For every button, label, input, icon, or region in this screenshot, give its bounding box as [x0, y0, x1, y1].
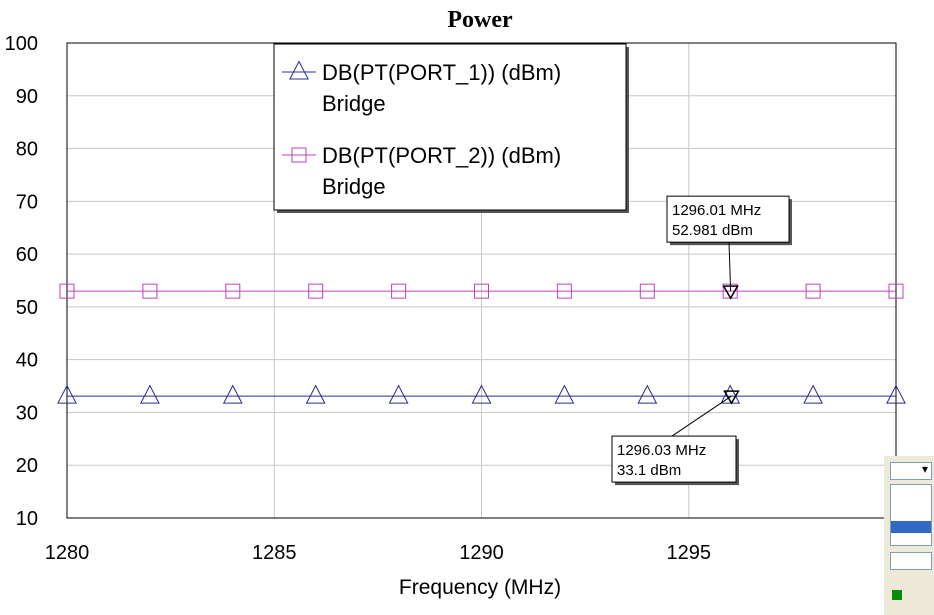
- legend-swatch-marker: [289, 60, 309, 80]
- status-indicator-icon: [892, 590, 902, 600]
- annotation-line2: 33.1 dBm: [617, 462, 681, 479]
- marker-annotation-2: 1296.03 MHz 33.1 dBm: [611, 390, 740, 486]
- marker-icon: [723, 390, 740, 405]
- series-layer: [57, 283, 906, 404]
- series-point: [554, 384, 575, 404]
- series-point: [805, 283, 821, 299]
- annotation-leader: [728, 242, 732, 292]
- y-tick-label: 10: [16, 508, 38, 530]
- series-point: [57, 384, 77, 404]
- x-tick-label: 1295: [667, 542, 712, 564]
- y-tick-label: 30: [16, 402, 38, 424]
- annotation-box: [611, 435, 737, 483]
- x-axis-ticks: 12801285129012951: [45, 542, 902, 564]
- y-tick-label: 40: [16, 350, 38, 372]
- legend-entry-1[interactable]: DB(PT(PORT_1)) (dBm) Bridge: [282, 60, 561, 116]
- annotation-leader: [671, 395, 732, 437]
- series-2: [59, 283, 904, 299]
- series-point: [556, 283, 572, 299]
- series-point: [391, 283, 407, 299]
- y-tick-label: 70: [16, 191, 38, 213]
- marker-icon: [722, 285, 739, 300]
- side-list[interactable]: [890, 484, 932, 546]
- marker-annotations: 1296.01 MHz 52.981 dBm 1296.03 MHz 33.1 dBm: [611, 195, 792, 486]
- marker-annotation-1: 1296.01 MHz 52.981 dBm: [666, 195, 792, 300]
- series-point: [471, 384, 492, 404]
- x-tick-label: 1285: [252, 542, 297, 564]
- series-point: [225, 283, 241, 299]
- series-point: [142, 283, 158, 299]
- y-tick-label: 100: [5, 33, 38, 55]
- legend-series-subtitle: Bridge: [322, 174, 386, 199]
- series-point: [888, 283, 904, 299]
- x-tick-label: 1290: [459, 542, 504, 564]
- x-tick-label: 1280: [45, 542, 90, 564]
- annotation-line1: 1296.01 MHz: [672, 202, 761, 219]
- x-axis-label: Frequency (MHz): [399, 576, 561, 599]
- plot-frame: [66, 42, 897, 519]
- y-tick-label: 50: [16, 297, 38, 319]
- y-tick-label: 80: [16, 139, 38, 161]
- legend-series-name: DB(PT(PORT_1)) (dBm): [322, 60, 561, 85]
- series-point: [886, 384, 906, 404]
- y-axis-ticks: 100 90 80 70 60 50 40 30 20 10: [5, 33, 38, 530]
- annotation-line2: 52.981 dBm: [672, 222, 753, 239]
- grid-lines: [67, 43, 896, 518]
- series-point: [637, 384, 658, 404]
- y-tick-label: 60: [16, 244, 38, 266]
- y-tick-label: 90: [16, 86, 38, 108]
- series-point: [474, 283, 489, 299]
- legend-swatch-marker: [291, 147, 307, 163]
- annotation-line1: 1296.03 MHz: [617, 442, 706, 459]
- series-point: [803, 384, 824, 404]
- legend-series-name: DB(PT(PORT_2)) (dBm): [322, 143, 561, 168]
- side-dropdown[interactable]: [890, 462, 932, 480]
- legend-box: [273, 43, 627, 211]
- legend-entry-2[interactable]: DB(PT(PORT_2)) (dBm) Bridge: [282, 143, 561, 199]
- series-point: [388, 384, 409, 404]
- series-point: [59, 283, 75, 299]
- series-point: [222, 384, 243, 404]
- legend[interactable]: DB(PT(PORT_1)) (dBm)BridgeDB(PT(PORT_2))…: [273, 43, 629, 213]
- side-panel-widget[interactable]: [884, 456, 934, 615]
- chart-title: Power: [447, 7, 513, 33]
- series-point: [305, 384, 326, 404]
- series-point: [639, 283, 655, 299]
- annotation-box: [666, 195, 790, 243]
- series-point: [139, 384, 160, 404]
- side-input[interactable]: [890, 552, 932, 570]
- legend-series-subtitle: Bridge: [322, 91, 386, 116]
- y-tick-label: 20: [16, 455, 38, 477]
- series-point: [308, 283, 324, 299]
